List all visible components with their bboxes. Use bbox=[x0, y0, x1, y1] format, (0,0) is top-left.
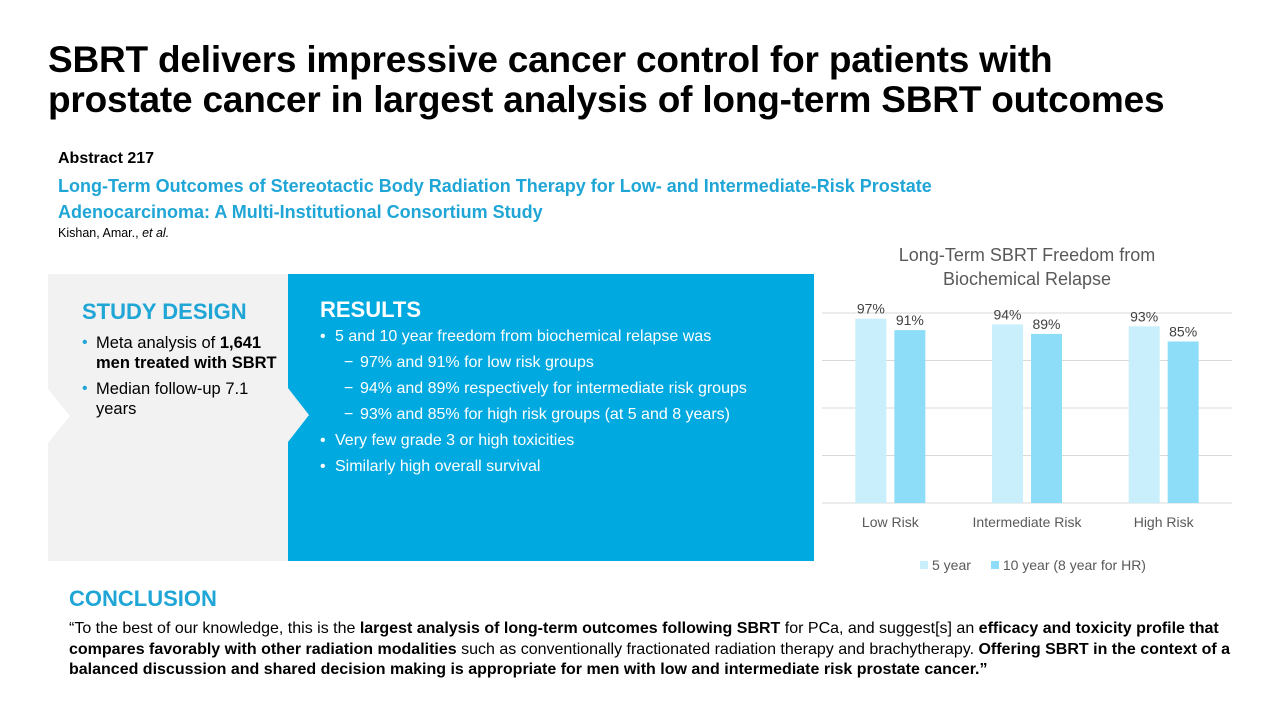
conclusion-emphasis: Offering SBRT in the context of a balanc… bbox=[69, 640, 1231, 679]
dash-icon: − bbox=[344, 354, 354, 371]
authors-names: Kishan, Amar., bbox=[58, 226, 143, 240]
data-label: 97% bbox=[857, 301, 885, 317]
results-item-text: Similarly high overall survival bbox=[335, 458, 541, 475]
conclusion-text: “To the best of our knowledge, this is t… bbox=[69, 620, 360, 637]
results-item: • 5 and 10 year freedom from biochemical… bbox=[318, 327, 798, 347]
legend-label: 10 year (8 year for HR) bbox=[1002, 557, 1146, 573]
abstract-title: Long-Term Outcomes of Stereotactic Body … bbox=[58, 173, 1158, 225]
study-design-item-text: Median follow-up 7.1 years bbox=[96, 380, 249, 418]
results-item-text: 5 and 10 year freedom from biochemical r… bbox=[335, 328, 712, 345]
study-design-item-bold: 1,641 men treated with SBRT bbox=[96, 334, 277, 372]
data-label: 94% bbox=[993, 306, 1021, 322]
legend-swatch bbox=[920, 561, 928, 569]
results-subitem: − 97% and 91% for low risk groups bbox=[318, 353, 798, 373]
results-item: • Similarly high overall survival bbox=[318, 457, 798, 477]
panel-notch-decoration bbox=[48, 389, 70, 443]
results-subitem: − 94% and 89% respectively for intermedi… bbox=[318, 379, 798, 399]
legend-entry-5-year: 5 year bbox=[920, 557, 971, 573]
bullet-icon: • bbox=[82, 334, 88, 351]
bar bbox=[894, 330, 926, 503]
conclusion-quote: “To the best of our knowledge, this is t… bbox=[69, 619, 1249, 681]
conclusion-heading: CONCLUSION bbox=[69, 586, 217, 611]
conclusion-emphasis: largest analysis of long-term outcomes f… bbox=[359, 620, 781, 637]
study-design-panel bbox=[48, 274, 288, 561]
results-subitem-text: 93% and 85% for high risk groups (at 5 a… bbox=[360, 406, 730, 423]
bullet-icon: • bbox=[82, 380, 88, 397]
chart-title-line-1: Long-Term SBRT Freedom from bbox=[898, 245, 1156, 265]
abstract-title-line-2: Adenocarcinoma: A Multi-Institutional Co… bbox=[58, 202, 543, 222]
results-list: • 5 and 10 year freedom from biochemical… bbox=[318, 327, 798, 483]
chart-legend: 5 year 10 year (8 year for HR) bbox=[920, 557, 1162, 573]
authors-et-al: et al. bbox=[142, 226, 170, 240]
legend-swatch bbox=[990, 561, 999, 569]
dash-icon: − bbox=[344, 406, 354, 423]
bullet-icon: • bbox=[320, 432, 326, 449]
data-label: 89% bbox=[1032, 316, 1060, 332]
conclusion-emphasis: efficacy and toxicity profile that compa… bbox=[69, 620, 1219, 658]
conclusion-text: such as conventionally fractionated radi… bbox=[456, 640, 979, 658]
study-design-heading: STUDY DESIGN bbox=[82, 299, 247, 324]
slide-title-line-2: prostate cancer in largest analysis of l… bbox=[48, 79, 1165, 120]
data-label: 91% bbox=[896, 312, 924, 328]
study-design-item: • Meta analysis of 1,641 men treated wit… bbox=[80, 333, 280, 373]
study-design-item: • Median follow-up 7.1 years bbox=[80, 379, 280, 419]
conclusion-text: for PCa, and suggest[s] an bbox=[780, 620, 979, 637]
results-panel bbox=[288, 274, 814, 561]
dash-icon: − bbox=[344, 380, 354, 397]
authors: Kishan, Amar., et al. bbox=[58, 226, 169, 240]
data-label: 93% bbox=[1130, 308, 1158, 324]
legend-label: 5 year bbox=[932, 557, 971, 573]
x-tick-label: Intermediate Risk bbox=[973, 514, 1083, 530]
legend-entry-10-year: 10 year (8 year for HR) bbox=[990, 557, 1146, 573]
results-subitem-text: 97% and 91% for low risk groups bbox=[360, 354, 594, 371]
results-item: • Very few grade 3 or high toxicities bbox=[318, 431, 798, 451]
slide-title-line-1: SBRT delivers impressive cancer control … bbox=[48, 39, 1053, 80]
bar bbox=[855, 318, 887, 503]
bar bbox=[1128, 326, 1160, 503]
results-heading: RESULTS bbox=[320, 297, 422, 322]
x-tick-label: High Risk bbox=[1134, 514, 1195, 530]
study-design-item-text: Meta analysis of bbox=[96, 334, 220, 352]
results-subitem: − 93% and 85% for high risk groups (at 5… bbox=[318, 405, 798, 425]
abstract-title-line-1: Long-Term Outcomes of Stereotactic Body … bbox=[58, 176, 932, 196]
bar bbox=[992, 324, 1023, 503]
chart-title: Long-Term SBRT Freedom from Biochemical … bbox=[822, 243, 1232, 291]
data-label: 85% bbox=[1169, 324, 1197, 340]
x-tick-label: Low Risk bbox=[862, 514, 920, 530]
chevron-arrow-icon bbox=[288, 388, 309, 442]
results-item-text: Very few grade 3 or high toxicities bbox=[335, 432, 575, 449]
bar bbox=[1031, 333, 1062, 503]
results-subitem-text: 94% and 89% respectively for intermediat… bbox=[360, 380, 747, 397]
bullet-icon: • bbox=[320, 458, 326, 475]
bullet-icon: • bbox=[320, 328, 326, 345]
abstract-label: Abstract 217 bbox=[58, 150, 155, 167]
bar bbox=[1167, 341, 1199, 503]
slide-title: SBRT delivers impressive cancer control … bbox=[48, 40, 1278, 120]
chart-title-line-2: Biochemical Relapse bbox=[942, 269, 1112, 289]
study-design-list: • Meta analysis of 1,641 men treated wit… bbox=[80, 333, 280, 425]
